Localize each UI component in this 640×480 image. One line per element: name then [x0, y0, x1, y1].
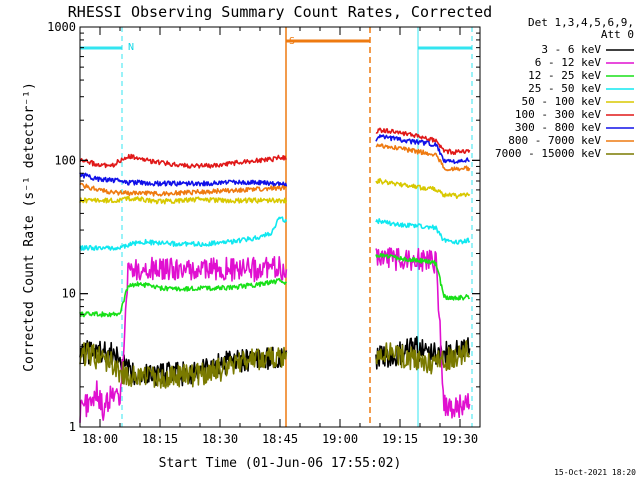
legend-label-7: 800 - 7000 keV	[508, 134, 601, 147]
x-tick-label-1: 18:15	[142, 432, 178, 446]
legend-label-0: 3 - 6 keV	[541, 43, 601, 56]
x-axis-label: Start Time (01-Jun-06 17:55:02)	[159, 456, 402, 471]
series-line-6	[79, 134, 470, 188]
x-tick-label-3: 18:45	[262, 432, 298, 446]
y-tick-label-2: 100	[54, 153, 76, 167]
legend-header-line2: Att 0	[601, 28, 634, 41]
series-line-7	[79, 143, 471, 197]
chart-title: RHESSI Observing Summary Count Rates, Co…	[68, 3, 492, 21]
series-line-3	[79, 216, 471, 251]
legend-label-4: 50 - 100 keV	[522, 95, 602, 108]
series-line-2	[79, 253, 471, 318]
series-line-8	[79, 340, 471, 389]
y-tick-label-1: 10	[62, 287, 76, 301]
x-tick-label-6: 19:30	[442, 432, 478, 446]
x-tick-label-0: 18:00	[82, 432, 118, 446]
legend-label-6: 300 - 800 keV	[515, 121, 601, 134]
night-label: N	[128, 42, 134, 53]
legend-label-8: 7000 - 15000 keV	[495, 147, 601, 160]
x-tick-label-2: 18:30	[202, 432, 238, 446]
series-line-4	[79, 177, 471, 205]
y-tick-label-0: 1	[69, 420, 76, 434]
series-line-5	[79, 127, 471, 169]
saa-label: S	[289, 36, 295, 47]
y-tick-label-3: 1000	[47, 20, 76, 34]
legend-label-5: 100 - 300 keV	[515, 108, 601, 121]
x-tick-label-4: 19:00	[322, 432, 358, 446]
legend-label-2: 12 - 25 keV	[528, 69, 601, 82]
legend-header-line1: Det 1,3,4,5,6,9,	[528, 16, 634, 29]
legend-label-1: 6 - 12 keV	[535, 56, 602, 69]
timestamp: 15-Oct-2021 18:20	[554, 468, 636, 477]
legend-label-3: 25 - 50 keV	[528, 82, 601, 95]
x-tick-label-5: 19:15	[382, 432, 418, 446]
y-axis-label: Corrected Count Rate (s⁻¹ detector⁻¹)	[22, 82, 37, 372]
